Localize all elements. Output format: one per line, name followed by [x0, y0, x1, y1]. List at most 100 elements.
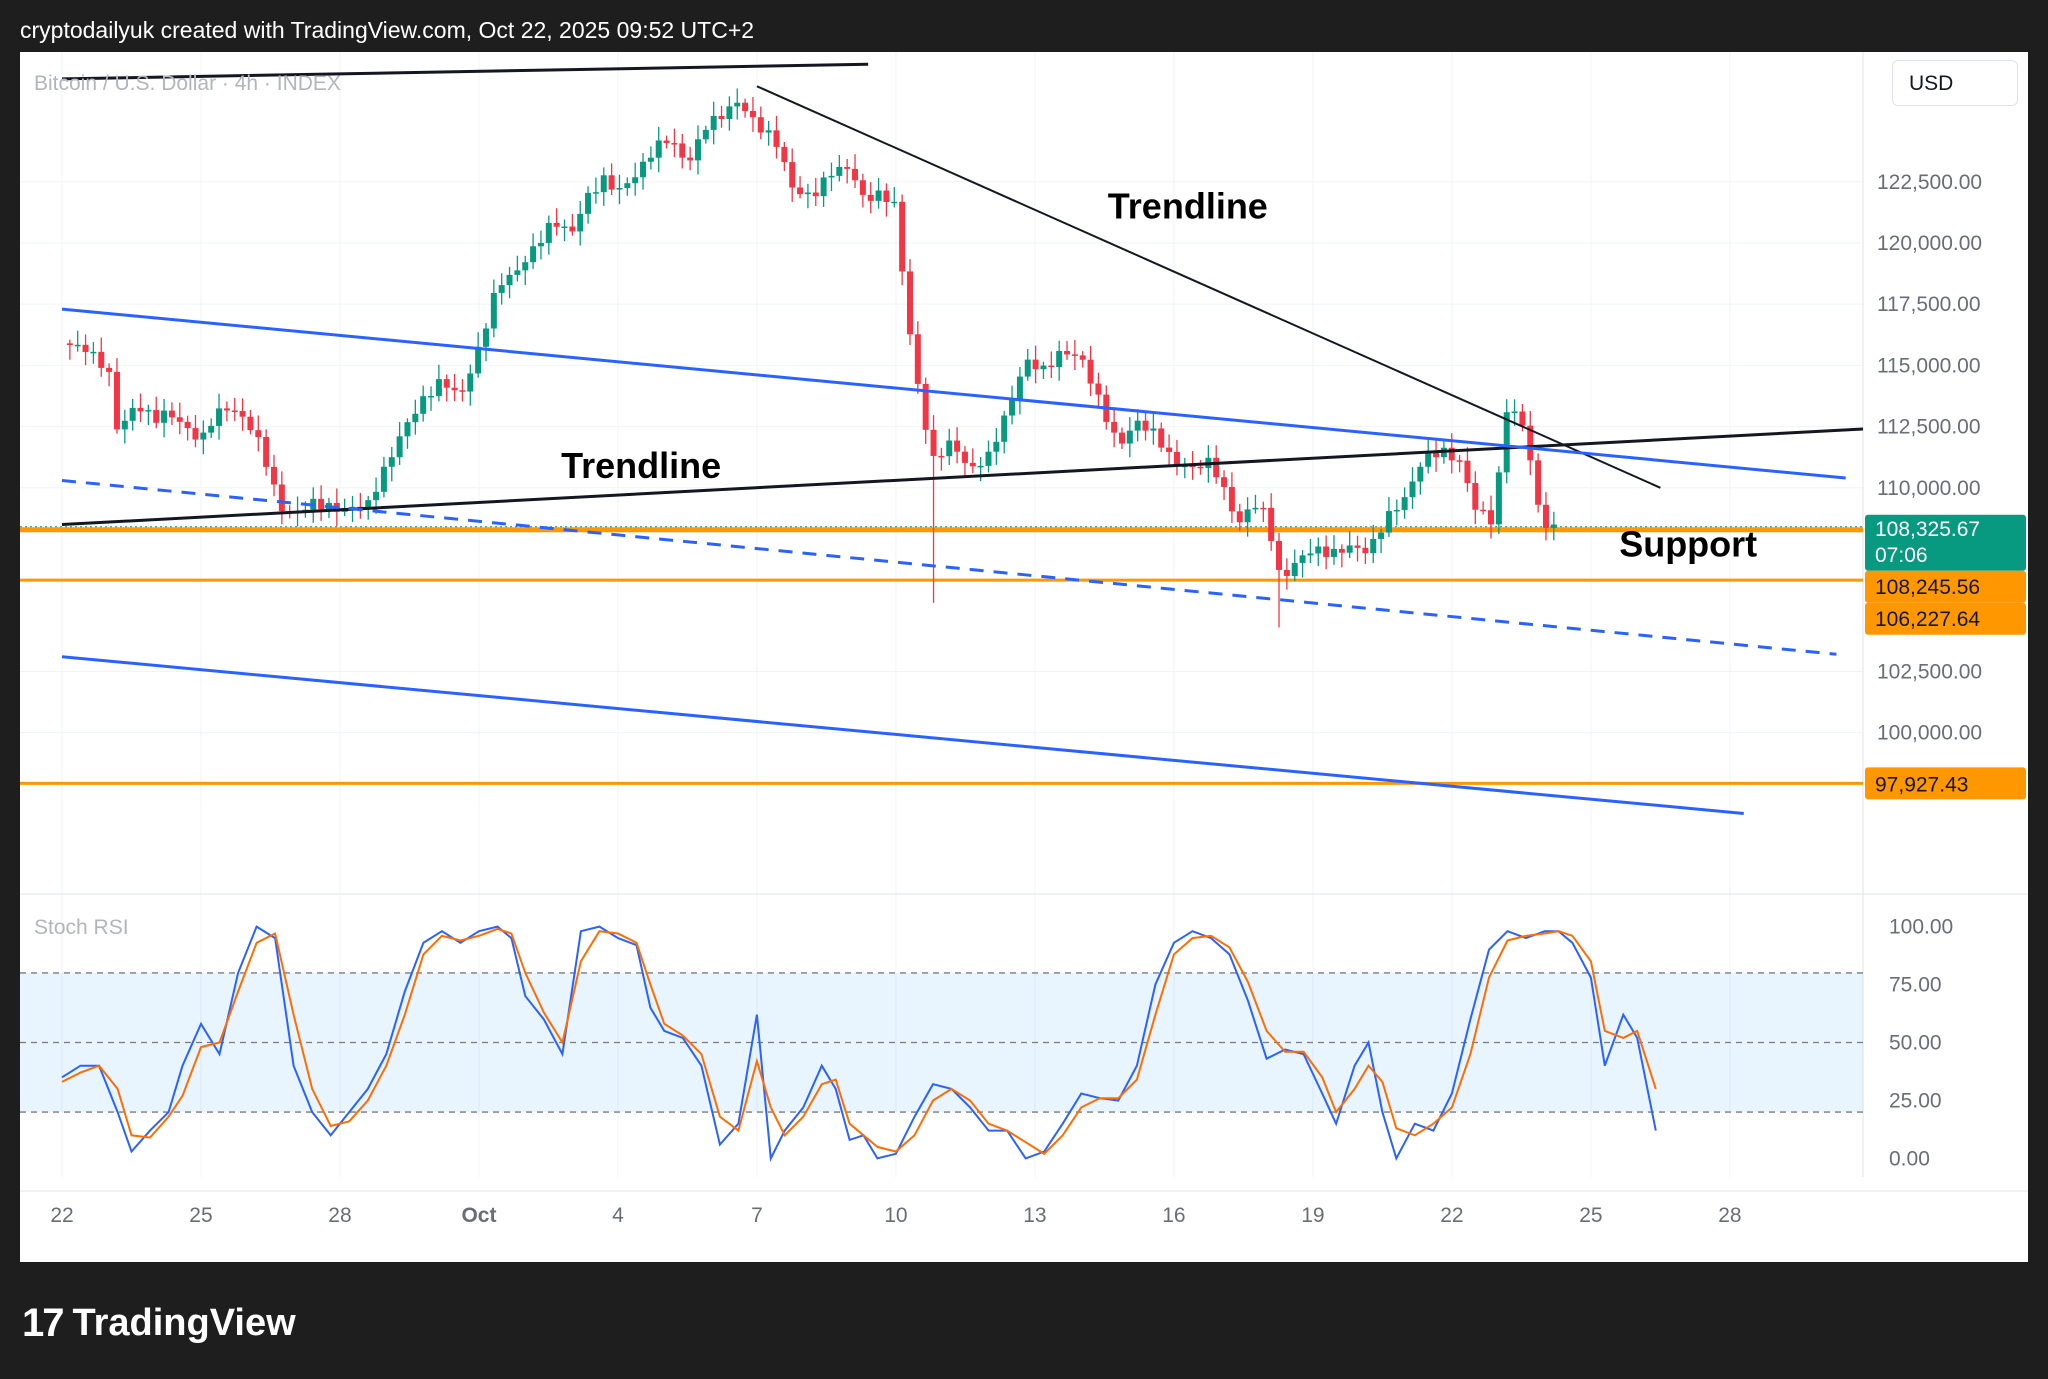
candle-body	[1511, 411, 1518, 413]
candle-body	[859, 180, 866, 195]
candle-body	[1425, 451, 1432, 467]
candle-body	[412, 413, 419, 423]
candle-body	[192, 428, 199, 440]
candle-body	[530, 246, 537, 263]
currency-selector[interactable]: USD	[1892, 60, 2018, 106]
tradingview-logo-icon: 17	[22, 1300, 64, 1345]
last-price-tag-value: 108,325.67	[1875, 518, 1980, 541]
date-tick-label: 28	[328, 1204, 351, 1227]
candle-body	[106, 367, 113, 372]
candle-body	[969, 462, 976, 467]
candle-body	[655, 140, 662, 158]
candle-body	[396, 436, 403, 458]
candle-body	[1283, 569, 1290, 576]
candle-body	[263, 436, 270, 467]
candle-body	[66, 343, 73, 346]
candle-body	[1032, 359, 1039, 370]
candle-body	[467, 373, 474, 392]
candle-body	[1118, 432, 1125, 444]
stoch-tick-label: 0.00	[1889, 1147, 1930, 1170]
gridlines	[20, 52, 2028, 1192]
candle-body	[1166, 447, 1173, 452]
date-tick-label: Oct	[461, 1204, 496, 1227]
chart-area[interactable]: 122,500.00 120,000.00 117,500.00 115,000.00…	[20, 52, 2028, 1262]
candle-body	[663, 140, 670, 144]
price-tick-label: 122,500.00	[1877, 171, 1982, 194]
candle-body	[569, 226, 576, 232]
tradingview-logo[interactable]: 17 TradingView	[22, 1300, 296, 1346]
candle-body	[742, 102, 749, 112]
candle-body	[1480, 509, 1487, 512]
candle-body	[875, 190, 882, 201]
candle-body	[1079, 355, 1086, 360]
candle-body	[1228, 486, 1235, 512]
candle-body	[781, 146, 788, 163]
candle-body	[176, 417, 183, 422]
candle-body	[804, 192, 811, 195]
candle-body	[365, 500, 372, 509]
candle-body	[1056, 350, 1063, 368]
trendline	[756, 85, 1661, 489]
candle-body	[451, 387, 458, 391]
annotation-label: Trendline	[1108, 185, 1268, 226]
trendline	[61, 307, 1846, 480]
candle-body	[278, 484, 285, 512]
price-tick-label: 120,000.00	[1877, 232, 1982, 255]
candle-body	[223, 408, 230, 411]
candle-body	[844, 166, 851, 169]
candle-body	[428, 395, 435, 398]
candle-body	[1472, 482, 1479, 510]
candle-body	[852, 168, 859, 181]
candle-body	[671, 143, 678, 145]
candle-body	[1323, 546, 1330, 557]
candle-body	[734, 102, 741, 107]
candle-body	[797, 187, 804, 195]
date-tick-label: 10	[884, 1204, 907, 1227]
candle-body	[993, 441, 1000, 452]
date-tick-label: 4	[612, 1204, 624, 1227]
trendline	[61, 427, 1864, 527]
candle-body	[113, 371, 120, 430]
date-tick-label: 25	[1579, 1204, 1602, 1227]
annotation-label: Trendline	[561, 445, 721, 486]
candle-body	[592, 192, 599, 194]
candle-body	[1064, 350, 1071, 355]
candle-body	[946, 440, 953, 457]
candle-body	[490, 292, 497, 329]
trendlines	[61, 62, 1864, 815]
candle-body	[498, 285, 505, 293]
candle-body	[1354, 545, 1361, 548]
price-tick-label: 117,500.00	[1877, 293, 1981, 316]
chart-svg[interactable]: 122,500.00 120,000.00 117,500.00 115,000.00…	[20, 52, 2028, 1262]
candle-body	[961, 451, 968, 463]
stoch-tick-label: 25.00	[1889, 1089, 1942, 1112]
candle-body	[1488, 510, 1495, 525]
candle-body	[435, 379, 442, 396]
candle-body	[482, 328, 489, 347]
candle-body	[1456, 460, 1463, 462]
date-tick-label: 28	[1718, 1204, 1741, 1227]
price-level-tag-value: 108,245.56	[1875, 576, 1980, 599]
candle-body	[687, 157, 694, 161]
candle-body	[1071, 354, 1078, 356]
candle-body	[1519, 411, 1526, 426]
candle-body	[977, 465, 984, 468]
candle-body	[632, 177, 639, 184]
candle-body	[475, 346, 482, 374]
candle-body	[1142, 420, 1149, 431]
candle-body	[867, 194, 874, 201]
candle-body	[1173, 451, 1180, 467]
candle-body	[98, 351, 105, 368]
candle-body	[1550, 524, 1557, 528]
price-tick-label: 115,000.00	[1877, 354, 1981, 377]
candle-body	[1150, 428, 1157, 431]
candle-body	[270, 466, 277, 485]
candle-body	[145, 410, 152, 412]
horizontal-levels	[20, 526, 1863, 785]
stoch-rsi-lines	[61, 925, 1657, 1162]
candle-body	[1330, 548, 1337, 557]
candle-body	[600, 175, 607, 193]
candle-body	[522, 262, 529, 271]
chart-text: Bitcoin / U.S. Dollar · 4h · INDEX Stoch …	[34, 72, 1757, 939]
candle-body	[1016, 376, 1023, 401]
